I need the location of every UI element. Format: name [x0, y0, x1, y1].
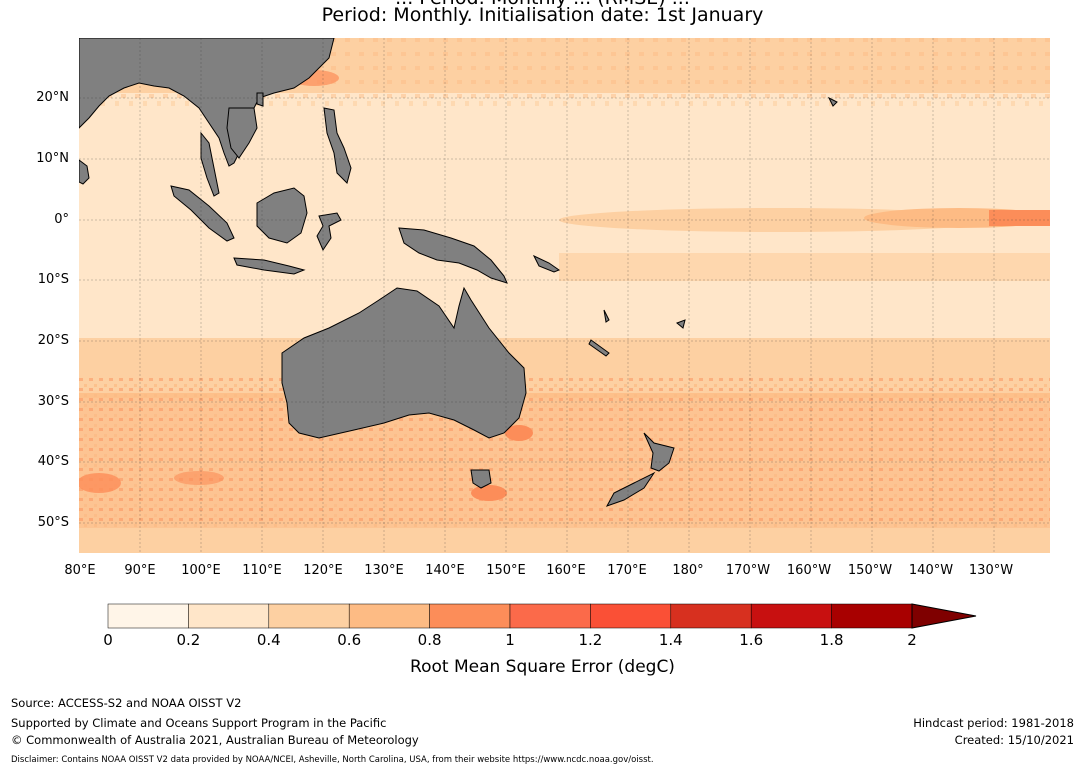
rmse-map: [79, 38, 1050, 553]
created-text: Created: 15/10/2021: [954, 733, 1074, 747]
colorbar-tick-label: 1.4: [658, 631, 683, 649]
colorbar-cell: [670, 603, 752, 629]
lon-label-150e: 150°E: [486, 563, 526, 578]
source-text: Source: ACCESS-S2 and NOAA OISST V2: [11, 696, 242, 710]
land-java: [233, 257, 306, 275]
lon-label-170e: 170°E: [607, 563, 647, 578]
hotspot-south: [174, 471, 224, 485]
lon-label-100e: 100°E: [181, 563, 221, 578]
land-malay-peninsula: [200, 131, 220, 197]
hotspot-bass: [471, 485, 507, 501]
land-nz-north: [643, 432, 675, 472]
land-hawaii: [827, 96, 838, 107]
lon-label-160e: 160°E: [546, 563, 586, 578]
land-borneo: [256, 187, 308, 244]
land-australia: [281, 286, 527, 439]
hotspot-sw-indian: [79, 473, 121, 493]
lon-label-150w: 150°W: [847, 563, 893, 578]
lon-label-170w: 170°W: [725, 563, 771, 578]
lon-label-90e: 90°E: [124, 563, 156, 578]
colorbar-cell: [750, 603, 832, 629]
lat-label-20n: 20°N: [36, 90, 69, 105]
colorbar-tick-label: 1.2: [578, 631, 603, 649]
colorbar-tick-label: 0.4: [256, 631, 281, 649]
colorbar-tick-label: 2: [907, 631, 917, 649]
land-taiwan: [256, 92, 264, 107]
disclaimer-text: Disclaimer: Contains NOAA OISST V2 data …: [11, 755, 654, 765]
lat-label-10n: 10°N: [36, 151, 69, 166]
colorbar-cell: [590, 603, 672, 629]
title-line-1: ... Period: Monthly ... (RMSE) ...: [0, 0, 1085, 9]
colorbar-cell: [348, 603, 430, 629]
lon-label-130e: 130°E: [364, 563, 404, 578]
lon-label-130w: 130°W: [968, 563, 1014, 578]
colorbar-tick-label: 1: [505, 631, 515, 649]
lon-label-80e: 80°E: [64, 563, 96, 578]
land-vanuatu: [603, 309, 610, 323]
colorbar-cell: [429, 603, 511, 629]
colorbar-cell: [509, 603, 591, 629]
land-new-caledonia: [588, 339, 610, 357]
land-nz-south: [605, 471, 656, 507]
lat-label-50s: 50°S: [37, 515, 69, 530]
south-equatorial-band: [559, 253, 1050, 281]
land-fiji: [676, 319, 686, 329]
copyright-text: © Commonwealth of Australia 2021, Austra…: [11, 733, 419, 747]
lon-label-140w: 140°W: [908, 563, 954, 578]
land-sumatra: [170, 185, 235, 242]
lon-label-160w: 160°W: [786, 563, 832, 578]
colorbar-tick-label: 0.8: [417, 631, 442, 649]
title-line-2: Period: Monthly. Initialisation date: 1s…: [321, 4, 764, 26]
colorbar-tick-label: 1.6: [739, 631, 764, 649]
colorbar-cell: [831, 603, 913, 629]
colorbar-cell: [107, 603, 189, 629]
colorbar-extend-arrow: [911, 603, 977, 629]
equatorial-max: [989, 210, 1050, 226]
graticule: [79, 38, 1050, 553]
hindcast-text: Hindcast period: 1981-2018: [913, 716, 1074, 730]
support-text: Supported by Climate and Oceans Support …: [11, 716, 387, 730]
lon-label-120e: 120°E: [303, 563, 343, 578]
ocean-band-far-south: [79, 528, 1050, 553]
hotspot-tasman: [505, 425, 533, 441]
land-solomons: [532, 254, 561, 273]
lat-label-20s: 20°S: [37, 333, 69, 348]
colorbar-tick-label: 0.2: [176, 631, 201, 649]
land-philippines: [323, 107, 352, 184]
lat-label-10s: 10°S: [37, 272, 69, 287]
land-asia: [79, 38, 335, 167]
lon-label-110e: 110°E: [242, 563, 282, 578]
colorbar-tick-label: 0.6: [337, 631, 362, 649]
colorbar-label: Root Mean Square Error (degC): [410, 657, 675, 677]
colorbar-tick-label: 1.8: [819, 631, 844, 649]
colorbar: [107, 603, 977, 629]
colorbar-cell: [268, 603, 350, 629]
lon-label-140e: 140°E: [425, 563, 465, 578]
ocean-band-south-speckle: [79, 378, 1050, 553]
land-indochina: [226, 107, 258, 159]
lat-label-30s: 30°S: [37, 394, 69, 409]
land-tasmania: [470, 469, 492, 489]
lon-label-180: 180°: [672, 563, 704, 578]
colorbar-tick-label: 0: [103, 631, 113, 649]
lat-label-0: 0°: [54, 212, 69, 227]
lat-label-40s: 40°S: [37, 454, 69, 469]
land-new-guinea: [398, 227, 508, 284]
land-sri-lanka: [79, 159, 90, 185]
colorbar-cell: [188, 603, 270, 629]
